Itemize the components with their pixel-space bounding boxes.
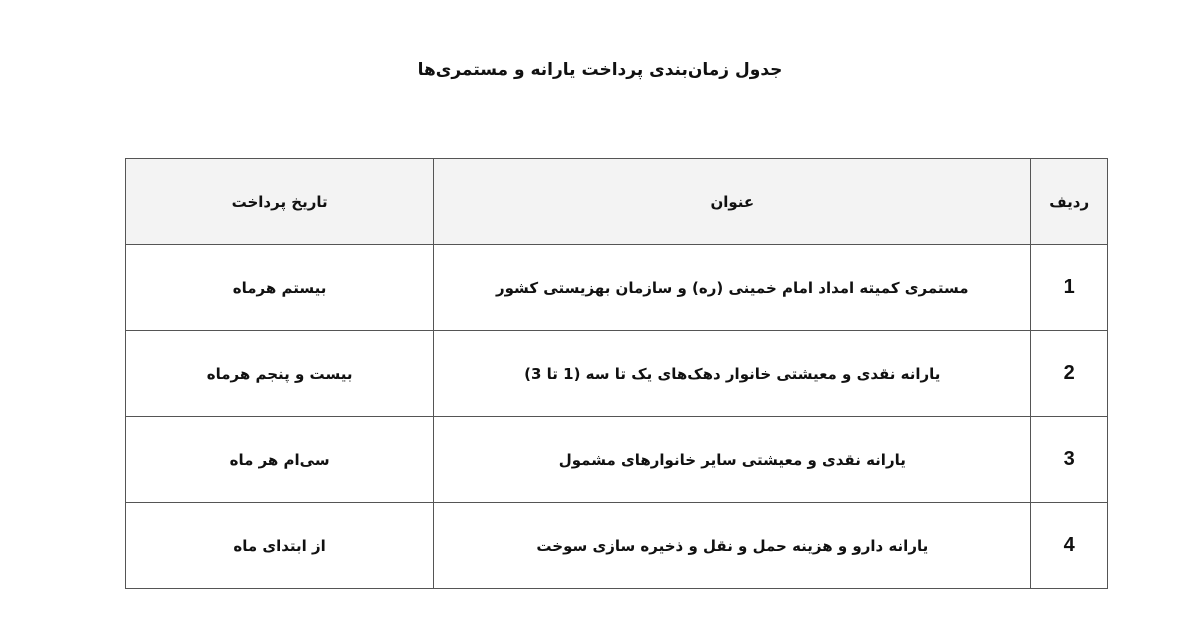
row-date: بیست و پنجم هرماه (124, 330, 435, 417)
row-number: 3 (1030, 416, 1108, 503)
row-date: سی‌ام هر ماه (124, 416, 435, 503)
row-number: 4 (1030, 502, 1108, 589)
header-subject: عنوان (433, 158, 1032, 245)
table-row: 2 یارانه نقدی و معیشتی خانوار دهک‌های یک… (124, 330, 1108, 417)
table-row: 3 یارانه نقدی و معیشتی سایر خانوارهای مش… (124, 416, 1108, 503)
row-subject: یارانه نقدی و معیشتی خانوار دهک‌های یک ت… (433, 330, 1032, 417)
table-row: 4 یارانه دارو و هزینه حمل و نقل و ذخیره … (124, 502, 1108, 589)
page-title: جدول زمان‌بندی پرداخت یارانه و مستمری‌ها (417, 60, 783, 80)
row-number: 1 (1030, 244, 1108, 331)
table-row: 1 مستمری کمیته امداد امام خمینی (ره) و س… (124, 244, 1108, 331)
table-header-row: ردیف عنوان تاریخ پرداخت (124, 158, 1108, 245)
header-row-number: ردیف (1030, 158, 1108, 245)
row-subject: یارانه نقدی و معیشتی سایر خانوارهای مشمو… (433, 416, 1032, 503)
row-date: از ابتدای ماه (124, 502, 435, 589)
row-number: 2 (1030, 330, 1108, 417)
header-payment-date: تاریخ پرداخت (124, 158, 435, 245)
row-subject: مستمری کمیته امداد امام خمینی (ره) و ساز… (433, 244, 1032, 331)
row-subject: یارانه دارو و هزینه حمل و نقل و ذخیره سا… (433, 502, 1032, 589)
schedule-table: ردیف عنوان تاریخ پرداخت 1 مستمری کمیته ا… (124, 158, 1108, 589)
row-date: بیستم هرماه (124, 244, 435, 331)
